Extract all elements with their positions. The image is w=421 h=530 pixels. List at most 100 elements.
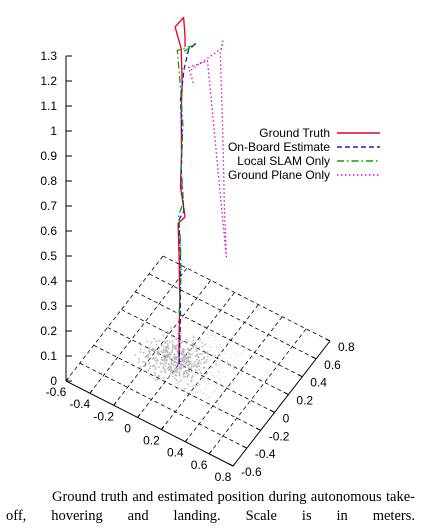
z-tick-label: 0.7 (40, 199, 57, 213)
shadow-point (224, 358, 226, 360)
shadow-point (189, 360, 192, 363)
shadow-point (173, 346, 176, 349)
shadow-point (184, 341, 187, 344)
shadow-point (210, 365, 213, 368)
shadow-point (180, 359, 183, 362)
shadow-point (209, 347, 211, 349)
shadow-point (203, 362, 206, 364)
shadow-point (192, 336, 195, 338)
shadow-point (178, 374, 181, 377)
shadow-point (162, 377, 164, 379)
shadow-point (182, 355, 184, 357)
shadow-point (152, 356, 155, 359)
legend-label: Ground Plane Only (228, 168, 330, 182)
x-axis-line (65, 380, 234, 467)
shadow-point (147, 360, 150, 363)
shadow-point (165, 378, 167, 380)
shadow-point (153, 337, 156, 340)
shadow-point (182, 351, 185, 354)
shadow-point (181, 353, 184, 356)
z-tick-label: 0 (50, 374, 57, 388)
shadow-point (142, 361, 145, 363)
x-tick-mark (137, 413, 141, 418)
shadow-point (196, 362, 199, 365)
shadow-point (195, 345, 197, 347)
shadow-point (182, 376, 184, 378)
shadow-point (175, 374, 178, 377)
shadow-point (169, 353, 171, 356)
shadow-point (188, 350, 190, 352)
shadow-point (187, 372, 189, 374)
shadow-point (174, 370, 177, 373)
shadow-point (158, 339, 161, 342)
shadow-point (160, 356, 163, 359)
y-tick-mark (242, 445, 248, 449)
floor-grid-line-y (148, 273, 317, 360)
shadow-point (171, 349, 174, 351)
shadow-point (173, 353, 176, 356)
shadow-point (180, 363, 183, 365)
shadow-point (171, 343, 174, 345)
shadow-point (163, 367, 166, 370)
shadow-point (187, 351, 190, 354)
trajectory-3d-plot: 0 0.1 0.2 0.3 0.4 0.5 0.6 0.7 0.8 0.9 1 1.1 1.2 1.3 -… (40, 16, 380, 484)
shadow-point (191, 360, 193, 362)
x-axis-ticks: -0.6-0.4-0.2 0 0.2 0.4 0.6 0.8 (46, 377, 236, 484)
shadow-point (208, 397, 210, 399)
shadow-point (184, 361, 187, 363)
shadow-point (242, 349, 245, 351)
shadow-point (150, 341, 153, 344)
shadow-point (143, 364, 146, 366)
shadow-point (195, 355, 197, 357)
shadow-point (164, 369, 167, 371)
shadow-point (171, 359, 174, 362)
shadow-point (203, 344, 205, 346)
shadow-point (208, 336, 210, 339)
x-tick-mark (89, 389, 93, 394)
shadow-point (219, 344, 221, 346)
shadow-point (167, 367, 169, 370)
shadow-point (152, 349, 155, 351)
shadow-point (161, 344, 163, 346)
shadow-point (191, 371, 193, 373)
shadow-point (198, 328, 200, 330)
shadow-point (179, 387, 181, 389)
shadow-point (204, 343, 207, 346)
shadow-point (171, 369, 173, 372)
shadow-point (222, 371, 224, 373)
shadow-point (193, 335, 195, 337)
shadow-point (162, 363, 165, 366)
z-tick-label: 0.2 (40, 324, 57, 338)
shadow-point (199, 353, 201, 356)
shadow-point (206, 355, 209, 358)
shadow-point (194, 364, 197, 367)
shadow-point (207, 352, 209, 354)
shadow-point (162, 366, 165, 369)
shadow-point (139, 366, 142, 368)
shadow-point (197, 353, 199, 355)
shadow-point (216, 364, 218, 366)
shadow-point (175, 338, 178, 341)
shadow-point (219, 384, 222, 387)
shadow-point (186, 359, 189, 362)
shadow-point (189, 385, 191, 387)
shadow-point (202, 400, 204, 402)
shadow-point (160, 362, 162, 364)
shadow-point (152, 364, 155, 367)
floor-grid-line-y (121, 309, 289, 395)
y-tick-label: -0.4 (255, 447, 276, 461)
shadow-point (204, 352, 206, 355)
shadow-point (163, 329, 165, 332)
x-tick-label: 0.8 (215, 470, 232, 484)
shadow-point (201, 377, 203, 380)
shadow-point (180, 366, 182, 368)
shadow-point (187, 369, 190, 371)
shadow-point (224, 352, 226, 355)
shadow-point (213, 335, 215, 337)
shadow-point (169, 365, 172, 368)
shadow-point (182, 359, 185, 362)
shadow-point (170, 372, 172, 375)
shadow-point (192, 384, 194, 386)
floor-grid-line-y (135, 291, 303, 378)
ground-shadow-points (123, 327, 245, 402)
